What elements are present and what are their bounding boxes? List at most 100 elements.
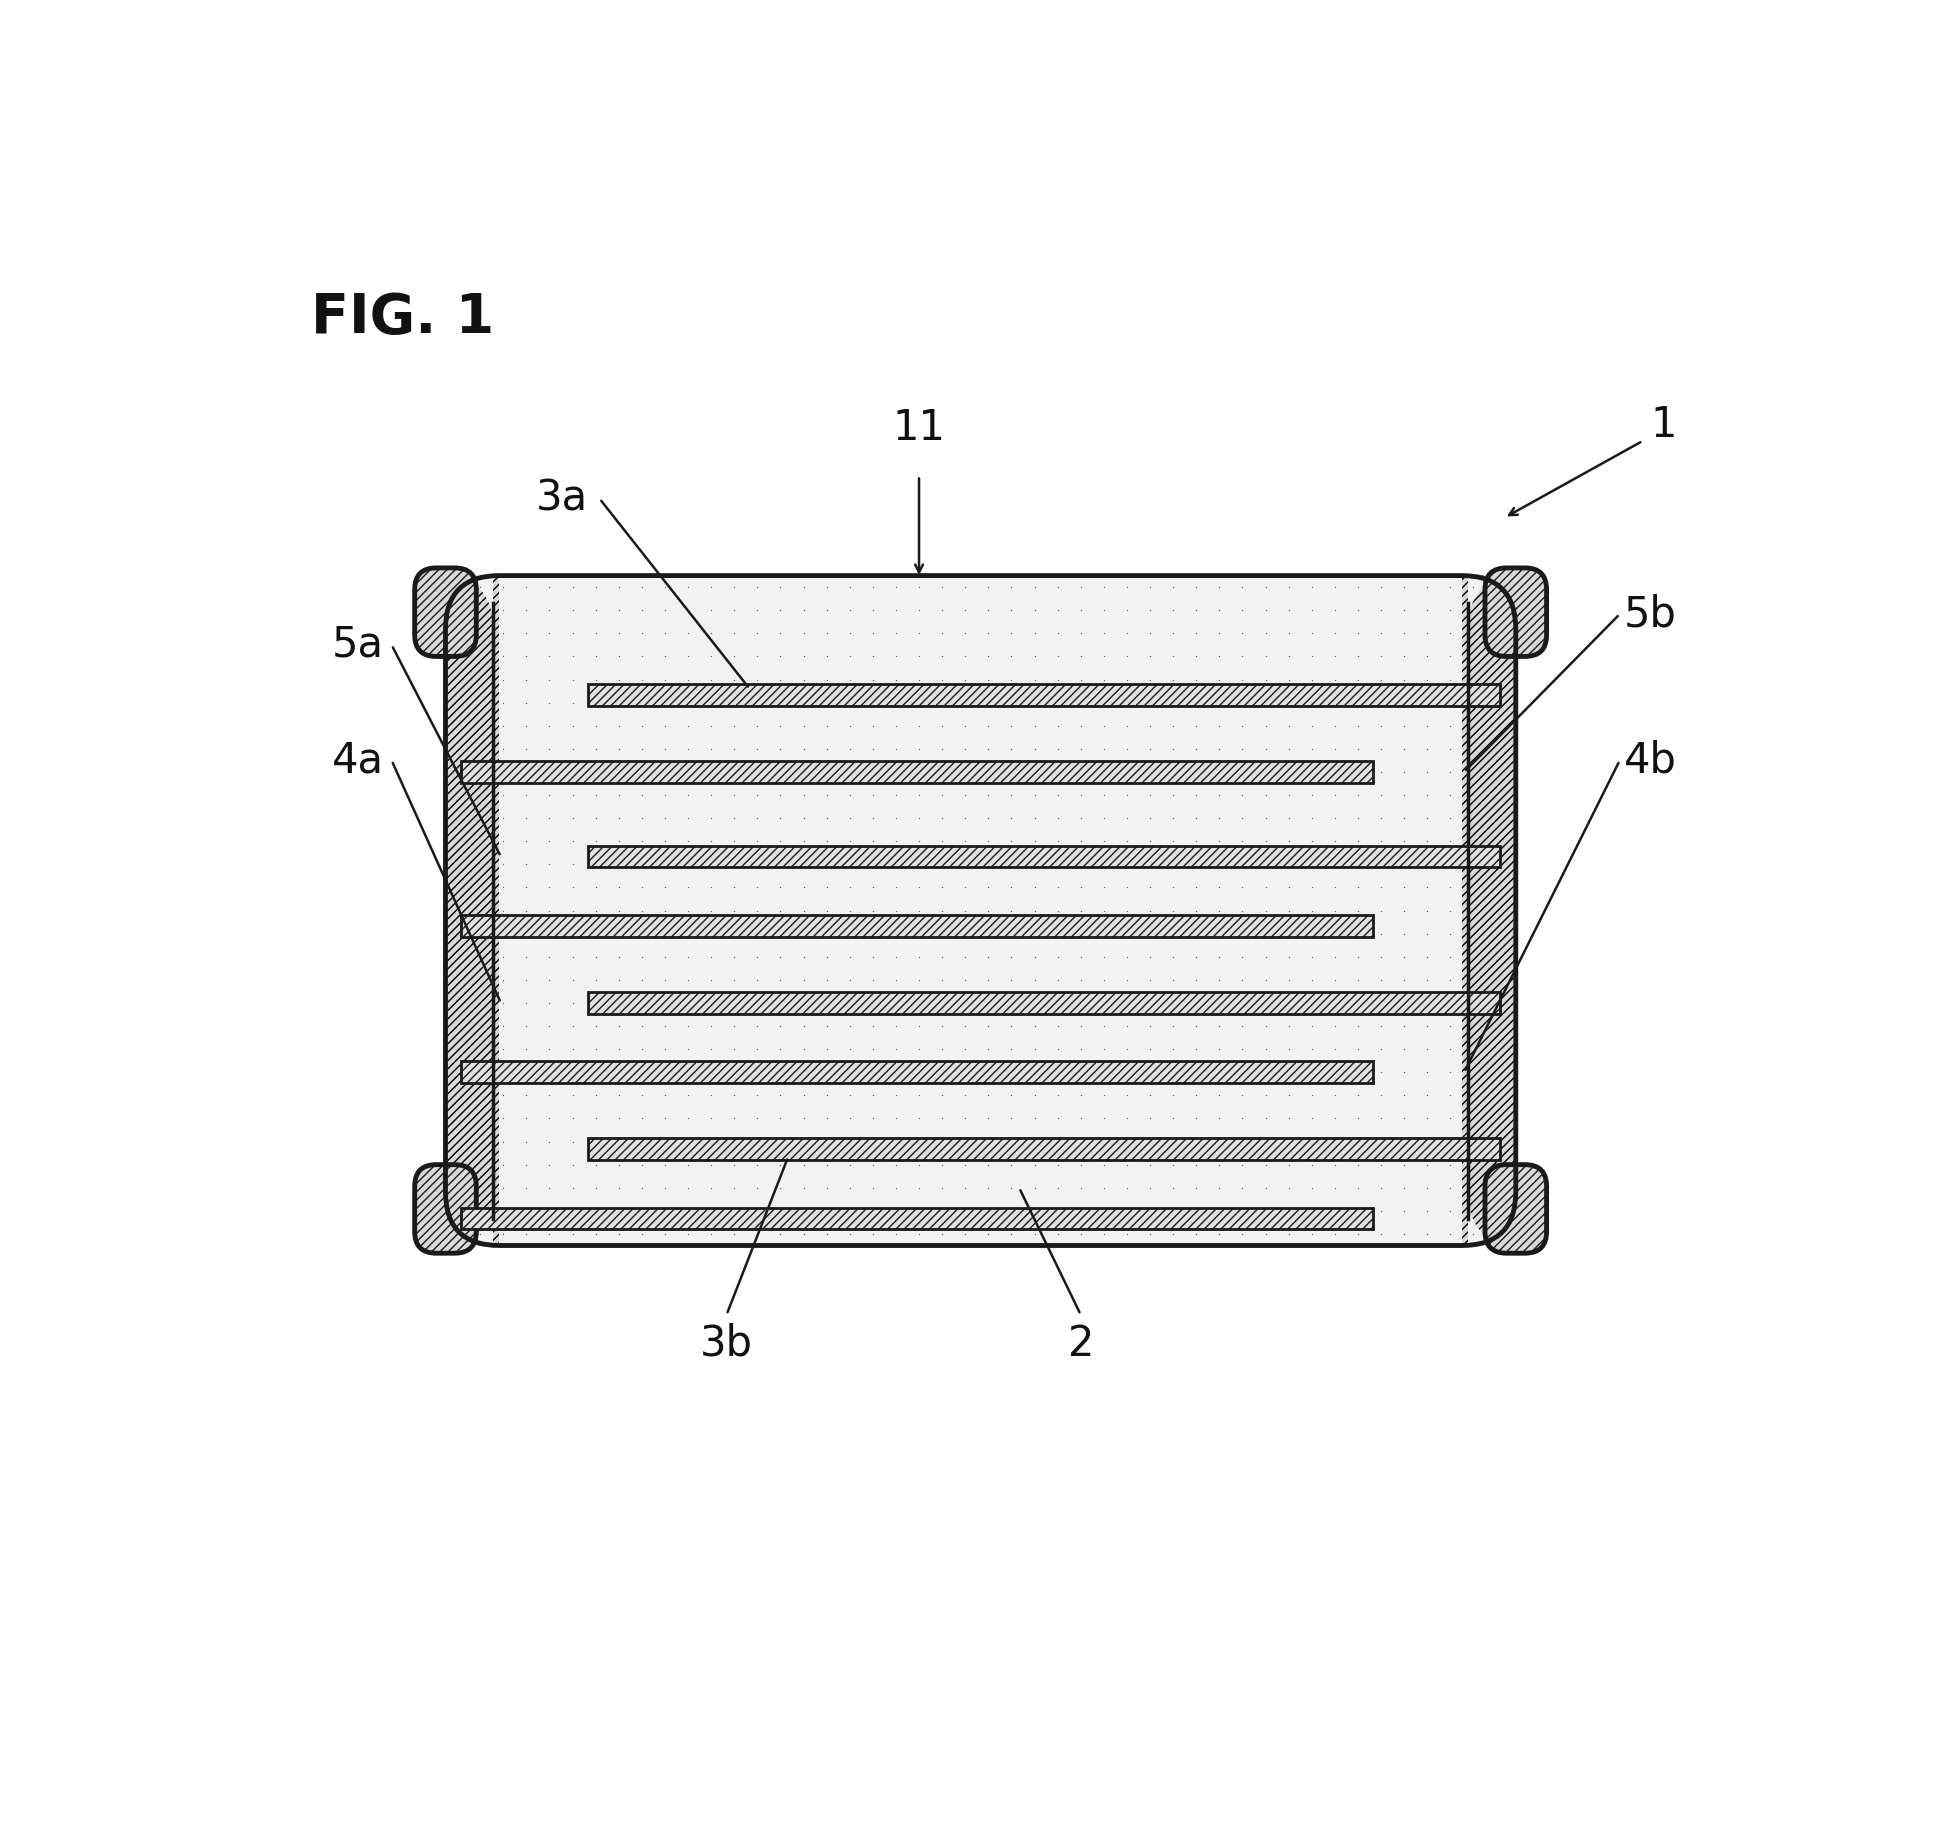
Point	[1018, 596, 1049, 625]
Point	[625, 780, 657, 810]
Point	[1204, 642, 1235, 672]
Point	[649, 965, 680, 994]
Point	[1018, 756, 1049, 786]
Point	[764, 919, 795, 948]
Point	[1434, 618, 1466, 648]
Point	[1088, 919, 1120, 948]
Point	[488, 642, 520, 672]
Point	[1434, 688, 1466, 718]
Point	[811, 710, 842, 740]
Point	[1434, 989, 1466, 1018]
Point	[580, 989, 612, 1018]
Point	[1366, 1057, 1397, 1087]
Point	[1481, 1011, 1512, 1041]
Point	[1296, 803, 1327, 832]
Point	[1204, 919, 1235, 948]
Point	[834, 803, 866, 832]
Point	[1434, 873, 1466, 902]
Point	[1319, 1149, 1350, 1179]
Point	[811, 1220, 842, 1249]
Point	[881, 1103, 913, 1133]
Point	[743, 897, 774, 926]
Point	[488, 710, 520, 740]
Point	[764, 873, 795, 902]
Point	[625, 756, 657, 786]
Point	[973, 989, 1004, 1018]
Point	[465, 1103, 496, 1133]
Point	[950, 756, 981, 786]
Point	[1411, 897, 1442, 926]
Point	[926, 827, 957, 856]
Point	[1342, 596, 1374, 625]
Point	[764, 965, 795, 994]
Point	[743, 688, 774, 718]
Point	[1389, 827, 1421, 856]
Point	[997, 827, 1028, 856]
Point	[719, 1011, 750, 1041]
Point	[510, 1149, 541, 1179]
Point	[997, 596, 1028, 625]
Point	[973, 1127, 1004, 1157]
Point	[743, 803, 774, 832]
Point	[1204, 596, 1235, 625]
Point	[1319, 1081, 1350, 1111]
Point	[625, 897, 657, 926]
Point	[442, 1196, 473, 1225]
Point	[1296, 897, 1327, 926]
Point	[1180, 664, 1211, 694]
Point	[465, 897, 496, 926]
Point	[811, 688, 842, 718]
Point	[442, 642, 473, 672]
Point	[557, 873, 588, 902]
Point	[1481, 1035, 1512, 1065]
Point	[1135, 897, 1167, 926]
Point	[557, 1220, 588, 1249]
Point	[1041, 989, 1073, 1018]
Point	[1180, 897, 1211, 926]
Point	[950, 1127, 981, 1157]
Point	[1296, 642, 1327, 672]
Point	[1065, 734, 1096, 764]
Point	[557, 849, 588, 878]
Point	[1204, 618, 1235, 648]
Point	[1389, 664, 1421, 694]
Point	[1041, 688, 1073, 718]
Point	[903, 849, 934, 878]
Point	[1112, 919, 1143, 948]
Point	[1389, 1103, 1421, 1133]
Point	[1180, 1196, 1211, 1225]
Point	[1018, 688, 1049, 718]
Point	[1065, 1035, 1096, 1065]
Point	[1135, 572, 1167, 601]
Point	[881, 849, 913, 878]
Point	[1018, 1149, 1049, 1179]
Point	[580, 734, 612, 764]
Point	[649, 849, 680, 878]
Point	[1458, 756, 1489, 786]
Point	[881, 965, 913, 994]
Point	[858, 780, 889, 810]
Point	[1251, 1035, 1282, 1065]
Point	[834, 1081, 866, 1111]
Point	[1157, 710, 1188, 740]
Point	[834, 596, 866, 625]
Point	[1065, 1011, 1096, 1041]
Point	[510, 596, 541, 625]
Point	[1272, 1173, 1303, 1203]
Point	[1272, 1220, 1303, 1249]
Point	[625, 1103, 657, 1133]
Point	[1366, 1127, 1397, 1157]
Point	[719, 849, 750, 878]
Point	[1458, 664, 1489, 694]
Point	[1251, 1081, 1282, 1111]
Point	[1389, 1057, 1421, 1087]
Point	[1065, 780, 1096, 810]
Point	[881, 897, 913, 926]
Point	[1389, 756, 1421, 786]
Point	[488, 943, 520, 972]
Point	[625, 618, 657, 648]
Point	[1389, 596, 1421, 625]
Point	[811, 1127, 842, 1157]
Point	[1135, 827, 1167, 856]
Point	[1112, 897, 1143, 926]
